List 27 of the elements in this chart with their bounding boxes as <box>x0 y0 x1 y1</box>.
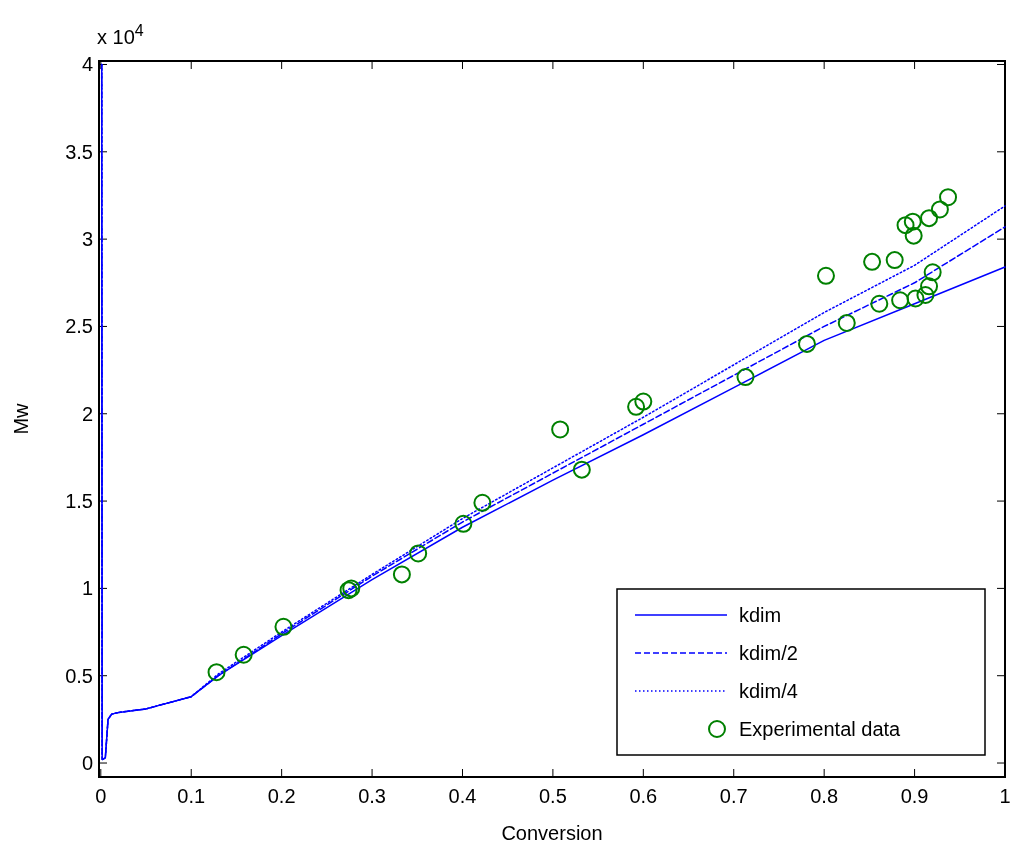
legend-label: kdim/4 <box>739 680 798 702</box>
x-tick-label: 1 <box>999 785 1011 807</box>
x-tick-label: 0 <box>95 785 107 807</box>
x-tick-label: 0.3 <box>358 785 386 807</box>
legend-label: kdim/2 <box>739 642 798 664</box>
x-tick-label: 0.6 <box>629 785 658 807</box>
y-axis-title: Mw <box>10 402 32 435</box>
legend-label: Experimental data <box>739 718 902 740</box>
x-tick-label: 0.8 <box>810 785 839 807</box>
y-tick-label: 1.5 <box>65 490 93 513</box>
x-tick-label: 0.4 <box>448 785 477 807</box>
y-tick-label: 1 <box>81 577 93 600</box>
legend-label: kdim <box>739 604 782 626</box>
y-tick-label: 0.5 <box>65 664 93 687</box>
x-tick-label: 0.7 <box>719 785 748 807</box>
y-tick-label: 4 <box>81 53 93 76</box>
x-tick-label: 0.1 <box>177 785 206 807</box>
x-tick-label: 0.9 <box>900 785 929 807</box>
y-tick-label: 0 <box>81 752 93 775</box>
x-tick-label: 0.5 <box>539 785 567 807</box>
x-tick-label: 0.2 <box>267 785 296 807</box>
y-tick-label: 3 <box>81 228 93 251</box>
y-tick-label: 3.5 <box>65 140 93 163</box>
y-tick-label: 2 <box>81 402 93 425</box>
x-axis-title: Conversion <box>501 822 603 844</box>
text: x 10$^{4}$ <box>97 21 144 48</box>
y-tick-label: 2.5 <box>65 315 93 338</box>
